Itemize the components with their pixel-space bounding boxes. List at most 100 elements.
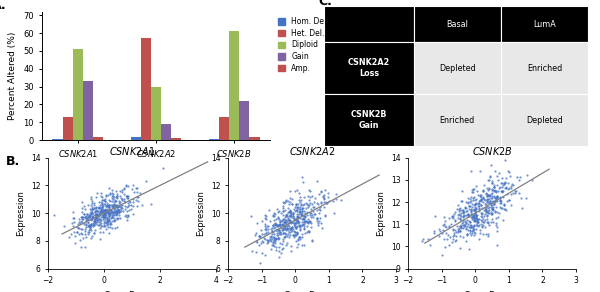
Bar [151,87,161,140]
Point [465,224,475,229]
Point [103,221,113,226]
Point [106,207,116,212]
Point [501,207,511,212]
Point [463,233,472,237]
Point [295,208,305,213]
Point [276,225,286,230]
Point [80,227,89,231]
Point [124,208,134,212]
Point [487,196,496,200]
Point [290,218,299,222]
Point [91,208,100,213]
Point [108,192,118,197]
Point [473,217,482,222]
Point [455,206,464,210]
Point [109,208,118,213]
Point [95,217,105,222]
Point [478,206,487,210]
Point [265,238,275,243]
Point [109,202,119,206]
Point [503,186,512,191]
Point [269,211,279,215]
Point [113,207,123,212]
Point [463,213,472,218]
Point [107,205,117,210]
Point [303,220,313,224]
Point [287,225,296,230]
Point [471,201,481,206]
Point [268,225,277,230]
Point [498,194,508,199]
Point [87,234,97,238]
Point [101,204,110,209]
Point [84,213,94,217]
Point [128,183,138,187]
Point [497,206,507,210]
Point [299,222,309,226]
Point [318,193,328,198]
Point [128,212,137,216]
Point [473,193,482,198]
Point [112,194,121,199]
Point [92,212,101,217]
Point [461,212,471,217]
Point [96,190,106,195]
Point [442,237,452,241]
Point [461,209,470,213]
Point [461,221,471,226]
Point [103,210,112,214]
Point [319,205,329,209]
Point [305,218,315,223]
Point [98,215,107,219]
Point [282,234,292,239]
Point [496,180,506,185]
Point [477,224,487,228]
Point [107,194,116,199]
Point [501,176,511,181]
Point [114,210,124,214]
Point [285,214,295,218]
Point [146,201,156,206]
Point [493,195,502,200]
X-axis label: Gene Dosage: Gene Dosage [104,291,160,292]
Point [290,209,299,214]
Point [98,230,107,234]
Point [109,212,118,217]
Point [484,232,493,237]
Point [484,194,494,199]
Point [316,199,326,204]
Point [523,172,532,177]
Point [482,210,492,214]
Point [444,225,454,229]
Point [484,209,493,213]
Point [486,204,496,209]
Point [486,209,496,214]
Point [91,228,100,233]
Point [118,206,127,211]
Point [107,209,117,213]
Point [469,218,479,223]
Point [292,218,302,222]
Bar [83,81,93,140]
Point [293,242,302,246]
Point [484,220,493,224]
Point [101,221,111,226]
Point [263,240,273,244]
Point [313,179,322,184]
Point [289,229,299,233]
Point [250,232,260,237]
Point [516,196,526,200]
Point [444,243,454,248]
Point [85,210,95,215]
Point [114,208,124,213]
Point [79,204,89,209]
Point [117,196,127,201]
Point [484,193,494,198]
Point [298,223,307,227]
Point [273,237,283,241]
Point [93,217,103,222]
Point [478,224,487,229]
Point [275,220,285,225]
Point [266,226,276,231]
Point [94,206,104,210]
